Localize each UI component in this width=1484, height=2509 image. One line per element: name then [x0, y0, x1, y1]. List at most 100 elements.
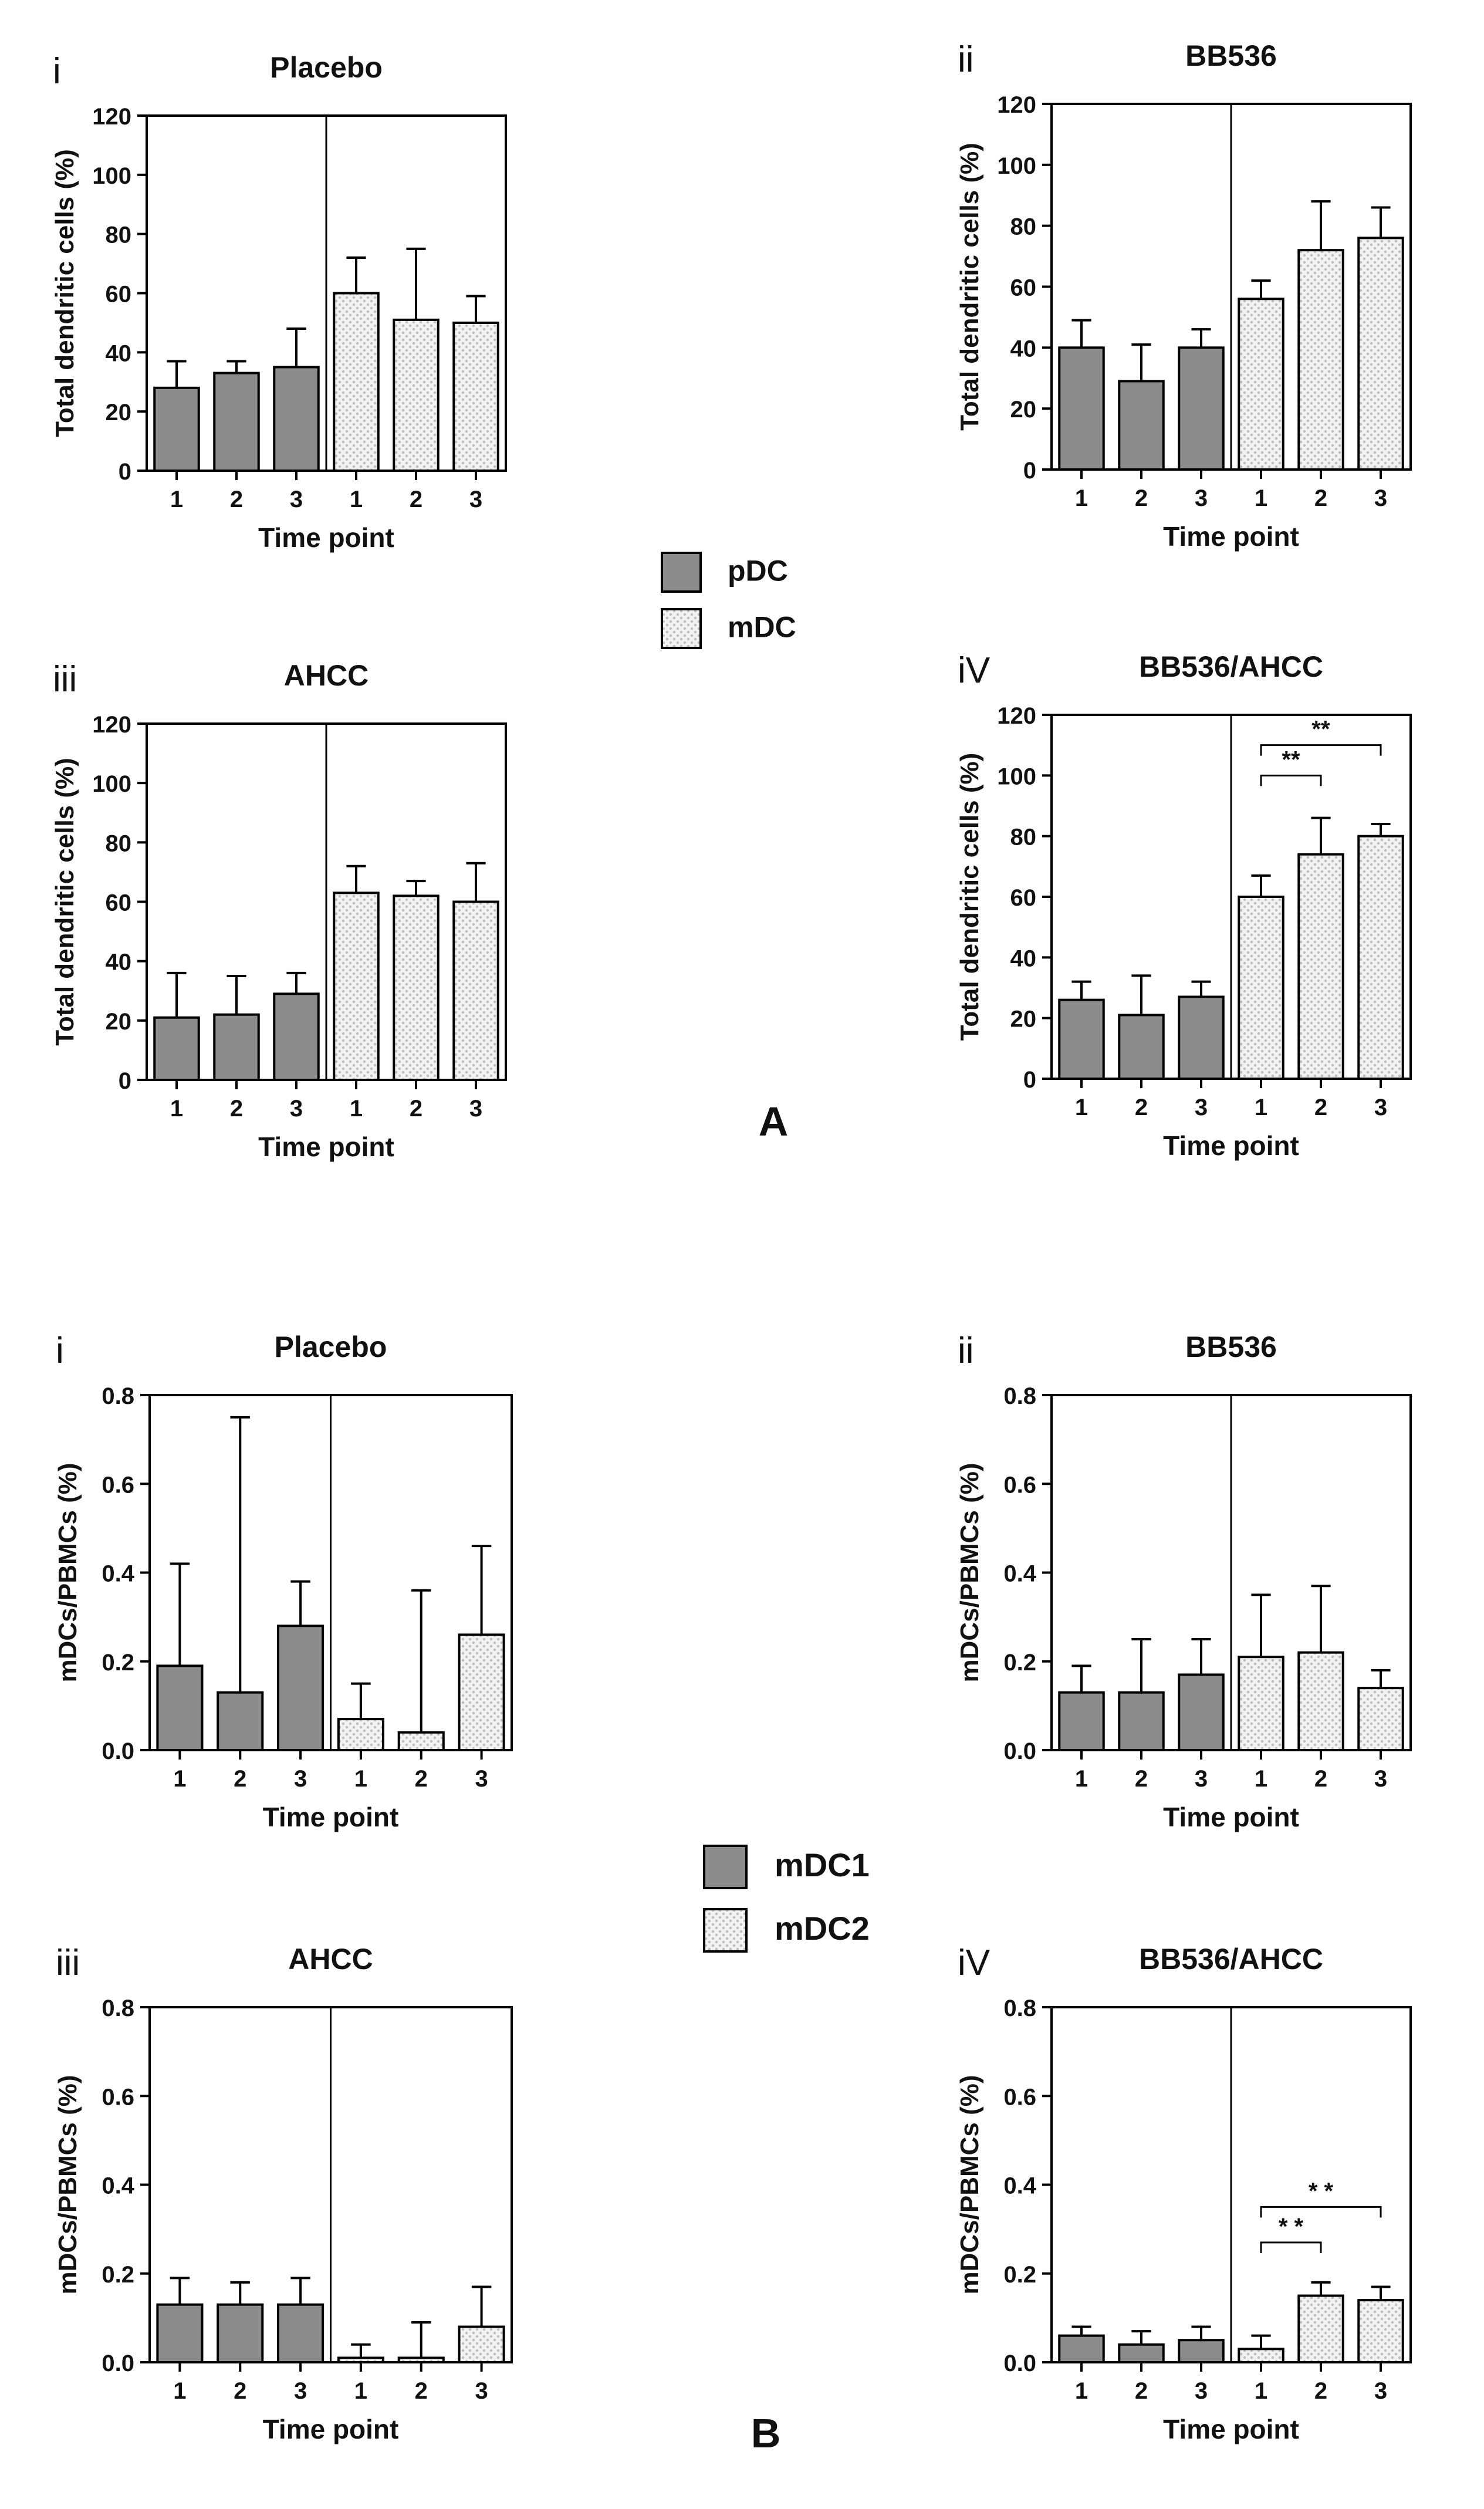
bracket-line: [1260, 774, 1322, 786]
subpanel-numeral: i: [56, 1331, 64, 1371]
x-tick-label: 2: [415, 1766, 428, 1792]
bar-mdc1-t2: [217, 1691, 264, 1751]
significance-label: **: [1311, 717, 1330, 742]
x-tick-label: 1: [350, 1096, 363, 1122]
significance-label: * *: [1309, 2178, 1334, 2204]
bar-pdc-t2: [213, 1013, 260, 1082]
x-axis-label: Time point: [1163, 521, 1299, 552]
y-tick-label: 80: [106, 222, 132, 248]
y-tick-label: 0.2: [102, 2262, 134, 2288]
x-tick-label: 2: [230, 487, 243, 512]
x-tick-label: 2: [1135, 2378, 1148, 2404]
y-tick-label: 0.0: [1003, 2351, 1036, 2376]
bracket-line: [1260, 2206, 1382, 2218]
legend-label-mdc2: mDC2: [775, 1910, 870, 1947]
legend-label-mdc1: mDC1: [775, 1846, 870, 1883]
bar-mdc-t3: [1357, 835, 1404, 1080]
x-tick-label: 2: [1314, 1766, 1327, 1792]
bar-mdc-t1: [333, 292, 380, 472]
y-tick-label: 100: [997, 153, 1036, 179]
subpanel-numeral: ii: [958, 1331, 974, 1371]
y-tick-label: 0.8: [1003, 1383, 1036, 1409]
x-tick-label: 3: [1195, 1766, 1208, 1792]
x-tick-label: 2: [1314, 1095, 1327, 1120]
y-axis-label: Total dendritic cells (%): [50, 758, 79, 1046]
x-tick-label: 3: [475, 1766, 488, 1792]
x-axis-label: Time point: [1163, 1802, 1299, 1832]
x-tick-label: 1: [1075, 1766, 1088, 1792]
y-tick-label: 60: [106, 282, 132, 308]
x-tick-label: 1: [354, 2378, 367, 2404]
x-tick-label: 1: [170, 1096, 183, 1122]
x-tick-label: 1: [1075, 485, 1088, 511]
y-tick-label: 0.6: [102, 2084, 134, 2110]
legend-a: pDC mDC: [661, 552, 796, 649]
x-tick-label: 3: [1374, 1766, 1387, 1792]
chart-a-iii: iii AHCC 0 20 40 60 80 100 120 1 2 3 1 2 3 Time point To…: [50, 659, 507, 1162]
bar-mdc1-t3: [1178, 1673, 1225, 1751]
y-axis-label: mDCs/PBMCs (%): [53, 2075, 82, 2294]
x-tick-label: 3: [1374, 2378, 1387, 2404]
x-tick-label: 3: [475, 2378, 488, 2404]
y-tick-label: 0.4: [102, 1561, 134, 1587]
x-tick-label: 1: [1255, 2378, 1267, 2404]
legend-label-mdc: mDC: [728, 611, 796, 644]
x-tick-label: 1: [1075, 1095, 1088, 1120]
y-tick-label: 20: [106, 400, 132, 426]
x-axis-label: Time point: [263, 2414, 399, 2444]
y-tick-label: 0.4: [102, 2173, 134, 2199]
bar-mdc2-t1: [1238, 1656, 1284, 1751]
chart-title: BB536/AHCC: [1139, 650, 1323, 683]
y-tick-label: 0.8: [1003, 1995, 1036, 2021]
bar-mdc1-t1: [1058, 1691, 1105, 1751]
bar-mdc2-t1: [337, 1718, 384, 1751]
bar-mdc1-t3: [277, 1625, 324, 1751]
y-tick-label: 0.0: [102, 2351, 134, 2376]
x-axis-label: Time point: [258, 522, 394, 553]
y-axis-label: mDCs/PBMCs (%): [955, 1463, 984, 1682]
y-tick-label: 40: [1010, 336, 1037, 362]
subpanel-numeral: i: [53, 51, 61, 92]
legend-swatch-mdc1: [703, 1845, 748, 1889]
bar-mdc1-t1: [156, 1664, 204, 1751]
y-axis-label: Total dendritic cells (%): [955, 753, 984, 1041]
bar-mdc1-t2: [1118, 1691, 1165, 1751]
bar-mdc2-t1: [1238, 2348, 1284, 2363]
x-tick-label: 1: [1255, 485, 1267, 511]
y-tick-label: 0: [119, 1068, 131, 1094]
x-tick-label: 3: [294, 1766, 307, 1792]
bar-pdc-t3: [273, 992, 320, 1082]
chart-title: Placebo: [270, 51, 383, 84]
x-tick-label: 2: [1135, 1766, 1148, 1792]
legend-swatch-mdc: [661, 608, 702, 649]
x-tick-label: 2: [234, 1766, 246, 1792]
bracket-line: [1260, 744, 1382, 756]
significance-label: * *: [1279, 2214, 1304, 2240]
x-tick-label: 2: [410, 487, 422, 512]
x-tick-label: 1: [354, 1766, 367, 1792]
x-tick-label: 1: [1255, 1095, 1267, 1120]
chart-b-iii: iii AHCC 0.0 0.2 0.4 0.6 0.8 1 2 3 1 2 3 Time point mD…: [53, 1943, 513, 2444]
y-tick-label: 100: [92, 163, 131, 189]
y-tick-label: 0.6: [102, 1472, 134, 1498]
legend-b: mDC1 mDC2: [703, 1845, 870, 1953]
x-tick-label: 1: [170, 487, 183, 512]
significance-bracket: **: [1260, 747, 1322, 786]
x-tick-label: 3: [290, 1096, 303, 1122]
bracket-line: [1260, 2241, 1322, 2253]
chart-b-ii: ii BB536 0.0 0.2 0.4 0.6 0.8 1 2 3 1 2 3 Time point mD…: [955, 1331, 1412, 1832]
bar-mdc1-t2: [217, 2303, 264, 2363]
bar-pdc-t1: [153, 1016, 200, 1082]
legend-swatch-mdc2: [703, 1908, 748, 1953]
y-tick-label: 100: [997, 764, 1036, 789]
panel-label-a: A: [759, 1099, 789, 1144]
y-tick-label: 80: [1010, 214, 1037, 240]
x-tick-label: 2: [1135, 1095, 1148, 1120]
bar-mdc2-t3: [1357, 2299, 1404, 2363]
y-tick-label: 0: [1023, 458, 1036, 484]
bar-mdc2-t2: [397, 1731, 445, 1751]
y-tick-label: 80: [106, 830, 132, 856]
chart-title: Placebo: [275, 1331, 387, 1363]
